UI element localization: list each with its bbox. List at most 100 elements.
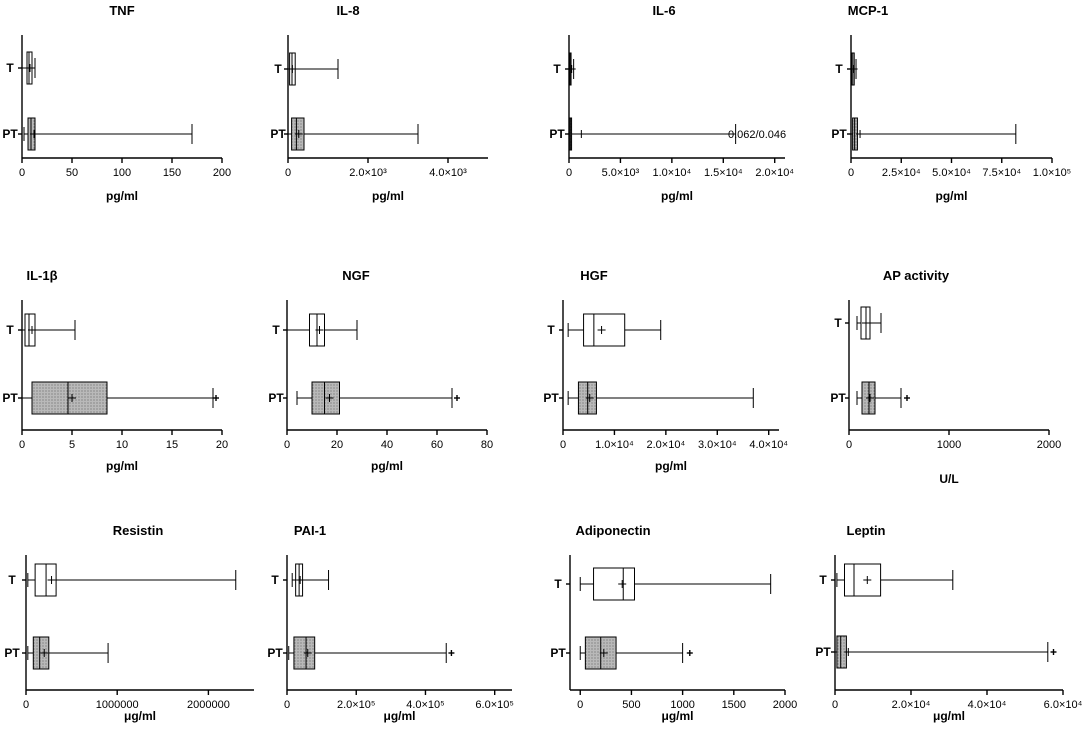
x-tick-label: 0 xyxy=(832,699,838,711)
panel-10: PAI-1 0 2.0×10⁵ 4.0×10⁵ 6.0×10⁵ μg/ml T PT xyxy=(267,523,514,723)
box-t: T xyxy=(553,52,576,86)
x-tick-label: 2000 xyxy=(1037,439,1061,451)
x-tick-label: 500 xyxy=(622,699,640,711)
panel-9: Resistin 0 1000000 2000000 μg/ml T PT xyxy=(4,523,254,723)
panel-12: Leptin 0 2.0×10⁴ 4.0×10⁴ 6.0×10⁴ μg/ml T PT xyxy=(815,523,1082,723)
x-tick-label: 100 xyxy=(113,167,131,179)
x-tick-label: 2.5×10⁴ xyxy=(882,167,921,179)
box-pt: PT xyxy=(267,636,455,670)
x-axis-label: pg/ml xyxy=(106,459,138,473)
category-label: T xyxy=(271,573,279,587)
x-axis-label: pg/ml xyxy=(936,189,968,203)
x-tick-label: 0 xyxy=(19,167,25,179)
box-t: T xyxy=(835,52,858,86)
panel-title: NGF xyxy=(342,268,370,283)
category-label: T xyxy=(835,62,843,76)
x-tick-label: 2.0×10⁵ xyxy=(337,699,376,711)
category-label: PT xyxy=(4,646,20,660)
panel-title: Adiponectin xyxy=(575,523,650,538)
x-tick-label: 6.0×10⁵ xyxy=(475,699,514,711)
x-tick-label: 4.0×10⁴ xyxy=(749,439,788,451)
panel-title: TNF xyxy=(109,3,134,18)
x-tick-label: 7.5×10⁴ xyxy=(982,167,1021,179)
x-tick-label: 5 xyxy=(69,439,75,451)
box-t: T xyxy=(819,563,954,597)
box-pt: PT xyxy=(550,636,693,670)
x-tick-label: 1000 xyxy=(937,439,961,451)
x-axis-label: μg/ml xyxy=(933,709,965,723)
x-tick-label: 40 xyxy=(381,439,393,451)
box-t: T xyxy=(272,313,358,347)
x-tick-label: 1500 xyxy=(722,699,746,711)
panel-title: PAI-1 xyxy=(294,523,326,538)
x-tick-label: 0 xyxy=(560,439,566,451)
box-t: T xyxy=(8,563,237,597)
x-tick-label: 2.0×10³ xyxy=(349,167,387,179)
x-tick-label: 2000 xyxy=(773,699,797,711)
x-tick-label: 1.0×10⁴ xyxy=(653,167,692,179)
box-pt: PT xyxy=(2,381,219,415)
panel-title: Resistin xyxy=(113,523,164,538)
box-t: T xyxy=(271,563,330,597)
category-label: PT xyxy=(543,391,559,405)
x-axis-label: pg/ml xyxy=(371,459,403,473)
category-label: T xyxy=(553,62,561,76)
panel-title: IL-1β xyxy=(26,268,57,283)
box-pt: PT xyxy=(270,117,419,151)
x-tick-label: 0 xyxy=(284,439,290,451)
panel-title: HGF xyxy=(580,268,608,283)
category-label: PT xyxy=(830,391,846,405)
panel-6: NGF 0 20 40 60 80 pg/ml T PT xyxy=(268,268,493,473)
box-pt: PT xyxy=(4,636,109,670)
x-tick-label: 0 xyxy=(285,167,291,179)
x-tick-label: 6.0×10⁴ xyxy=(1044,699,1083,711)
category-label: PT xyxy=(831,127,847,141)
box-t: T xyxy=(834,306,882,340)
category-label: T xyxy=(272,323,280,337)
box-pt: PT xyxy=(268,381,460,415)
category-label: PT xyxy=(268,391,284,405)
panel-1: TNF 0 50 100 150 200 pg/ml T PT xyxy=(2,3,231,203)
x-tick-label: 150 xyxy=(163,167,181,179)
x-tick-label: 15 xyxy=(166,439,178,451)
panel-4: MCP-1 0 2.5×10⁴ 5.0×10⁴ 7.5×10⁴ 1.0×10⁵ pg/ml T… xyxy=(831,3,1071,203)
category-label: PT xyxy=(270,127,286,141)
category-label: T xyxy=(834,316,842,330)
x-tick-label: 0 xyxy=(23,699,29,711)
iqr-box xyxy=(844,563,882,597)
x-tick-label: 0 xyxy=(848,167,854,179)
category-label: T xyxy=(6,61,14,75)
x-tick-label: 2000000 xyxy=(187,699,230,711)
category-label: T xyxy=(8,573,16,587)
box-t: T xyxy=(547,313,662,347)
x-tick-label: 1.0×10⁴ xyxy=(595,439,634,451)
x-tick-label: 4.0×10⁴ xyxy=(968,699,1007,711)
category-label: PT xyxy=(2,127,18,141)
category-label: PT xyxy=(549,127,565,141)
category-label: T xyxy=(547,323,555,337)
x-tick-label: 1.5×10⁴ xyxy=(704,167,743,179)
x-tick-label: 4.0×10⁵ xyxy=(406,699,445,711)
x-tick-label: 4.0×10³ xyxy=(429,167,467,179)
x-tick-label: 1.0×10⁵ xyxy=(1033,167,1072,179)
panel-title: IL-6 xyxy=(652,3,675,18)
x-tick-label: 200 xyxy=(213,167,231,179)
x-axis-label: pg/ml xyxy=(372,189,404,203)
category-label: PT xyxy=(815,645,831,659)
panel-title: MCP-1 xyxy=(848,3,888,18)
x-axis-label: pg/ml xyxy=(661,189,693,203)
x-tick-label: 60 xyxy=(431,439,443,451)
panel-title: AP activity xyxy=(883,268,950,283)
x-axis-label: μg/ml xyxy=(124,709,156,723)
x-tick-label: 1000000 xyxy=(96,699,139,711)
x-tick-label: 0 xyxy=(19,439,25,451)
x-axis-label: pg/ml xyxy=(655,459,687,473)
iqr-box xyxy=(593,567,635,601)
x-tick-label: 20 xyxy=(216,439,228,451)
x-tick-label: 20 xyxy=(331,439,343,451)
category-label: T xyxy=(274,62,282,76)
x-axis-label: pg/ml xyxy=(106,189,138,203)
box-pt: PT xyxy=(830,381,910,415)
panel-7: HGF 0 1.0×10⁴ 2.0×10⁴ 3.0×10⁴ 4.0×10⁴ pg/ml T PT xyxy=(543,268,788,473)
